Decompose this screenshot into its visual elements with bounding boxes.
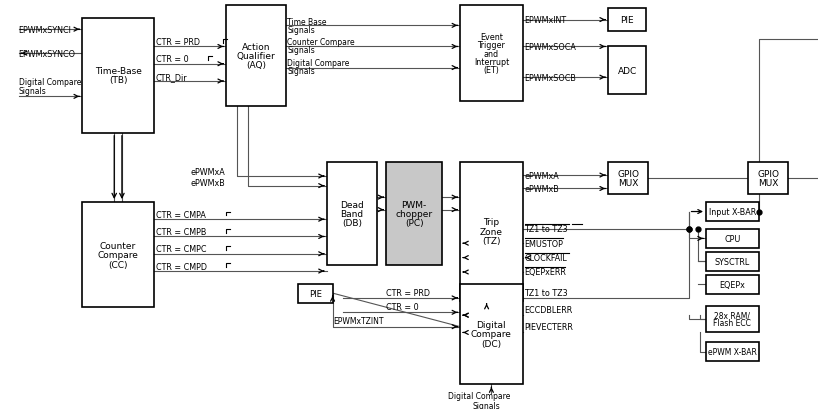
Text: Counter: Counter [100, 241, 136, 250]
Text: Event: Event [480, 33, 503, 42]
Text: Trip: Trip [483, 218, 499, 227]
Text: (ET): (ET) [483, 66, 499, 75]
Text: (AQ): (AQ) [245, 61, 266, 70]
Text: Digital Compare: Digital Compare [287, 59, 350, 68]
Text: TZ1 to TZ3: TZ1 to TZ3 [524, 225, 568, 234]
Bar [608, 47, 646, 95]
Bar [608, 9, 646, 32]
Bar [326, 162, 377, 265]
Text: MUX: MUX [618, 179, 638, 188]
Bar [298, 284, 332, 303]
Text: Signals: Signals [18, 87, 47, 96]
Bar [608, 162, 648, 195]
Bar [748, 162, 788, 195]
Text: Flash ECC: Flash ECC [713, 319, 752, 328]
Bar [706, 202, 759, 222]
Text: CTR = 0: CTR = 0 [387, 302, 419, 311]
Text: Zone: Zone [480, 227, 503, 236]
Text: EPWMxSOCA: EPWMxSOCA [524, 43, 576, 52]
Text: CTR = CMPA: CTR = CMPA [156, 210, 206, 219]
Text: EPWMxSYNCI: EPWMxSYNCI [18, 26, 72, 35]
Text: CTR = 0: CTR = 0 [156, 55, 189, 64]
Text: (PC): (PC) [405, 219, 423, 228]
Text: EPWMxTZINT: EPWMxTZINT [333, 317, 384, 326]
Bar [460, 6, 523, 102]
Bar [706, 229, 759, 248]
Text: Signals: Signals [287, 67, 315, 76]
Text: SYSCTRL: SYSCTRL [715, 257, 750, 266]
Text: EPWMxINT: EPWMxINT [524, 16, 567, 25]
Text: CLOCKFAIL: CLOCKFAIL [524, 254, 567, 263]
Text: (TZ): (TZ) [482, 236, 501, 245]
Text: CTR = PRD: CTR = PRD [387, 288, 430, 297]
Text: (DC): (DC) [481, 339, 502, 348]
Text: Time Base: Time Base [287, 18, 327, 27]
Text: ECCDBLERR: ECCDBLERR [524, 305, 573, 314]
Text: TZ1 to TZ3: TZ1 to TZ3 [524, 288, 568, 297]
Text: and: and [483, 49, 499, 58]
Text: (TB): (TB) [109, 76, 127, 85]
Text: Signals: Signals [287, 46, 315, 55]
Bar [706, 306, 759, 333]
Text: Time-Base: Time-Base [94, 67, 141, 76]
Text: ePWMxA: ePWMxA [524, 171, 559, 180]
Text: CPU: CPU [724, 234, 741, 243]
Text: GPIO: GPIO [617, 169, 639, 178]
Bar [706, 342, 759, 362]
Text: EPWMxSOCB: EPWMxSOCB [524, 74, 576, 83]
Text: PIE: PIE [620, 16, 634, 25]
Text: Counter Compare: Counter Compare [287, 38, 355, 47]
Text: PIE: PIE [309, 289, 321, 298]
Text: EPWMxSYNCO: EPWMxSYNCO [18, 49, 76, 58]
Text: Signals: Signals [287, 26, 315, 35]
Text: ePWMxB: ePWMxB [524, 184, 559, 193]
Text: CTR = PRD: CTR = PRD [156, 38, 200, 47]
Text: CTR = CMPC: CTR = CMPC [156, 245, 206, 254]
Text: Trigger: Trigger [478, 41, 505, 50]
Text: (CC): (CC) [109, 260, 128, 269]
Text: CTR = CMPD: CTR = CMPD [156, 262, 207, 271]
Text: EMUSTOP: EMUSTOP [524, 239, 564, 248]
Text: PWM-: PWM- [402, 200, 427, 209]
Text: Input X-BAR: Input X-BAR [709, 207, 756, 216]
Text: ePWM X-BAR: ePWM X-BAR [708, 347, 757, 356]
Text: ePWMxA: ePWMxA [190, 167, 225, 176]
Text: Action: Action [241, 43, 270, 52]
Text: Digital: Digital [477, 320, 506, 329]
Text: chopper: chopper [396, 209, 433, 218]
Text: Interrupt: Interrupt [473, 58, 509, 67]
Text: Digital Compare: Digital Compare [448, 391, 510, 400]
Text: Compare: Compare [471, 330, 512, 339]
Text: Band: Band [340, 209, 363, 218]
Text: CTR = CMPB: CTR = CMPB [156, 228, 206, 236]
Bar [387, 162, 442, 265]
Text: Compare: Compare [98, 251, 139, 260]
Text: 28x RAM/: 28x RAM/ [714, 311, 751, 320]
Text: Digital Compare: Digital Compare [18, 78, 81, 87]
Text: Dead: Dead [340, 200, 363, 209]
Bar [82, 19, 154, 133]
Text: EQEPx: EQEPx [719, 280, 745, 289]
Text: PIEVECTERR: PIEVECTERR [524, 322, 574, 331]
Text: EQEPxERR: EQEPxERR [524, 268, 566, 277]
Bar [460, 162, 523, 301]
Text: MUX: MUX [758, 179, 778, 188]
Bar [226, 6, 286, 107]
Text: ADC: ADC [618, 67, 637, 76]
Bar [706, 252, 759, 271]
Text: CTR_Dir: CTR_Dir [156, 72, 188, 81]
Text: Qualifier: Qualifier [236, 52, 276, 61]
Text: GPIO: GPIO [757, 169, 779, 178]
Bar [706, 275, 759, 294]
Text: ePWMxB: ePWMxB [190, 179, 225, 188]
Bar [82, 202, 154, 308]
Text: Signals: Signals [473, 401, 500, 409]
Text: (DB): (DB) [342, 219, 362, 228]
Bar [460, 284, 523, 384]
